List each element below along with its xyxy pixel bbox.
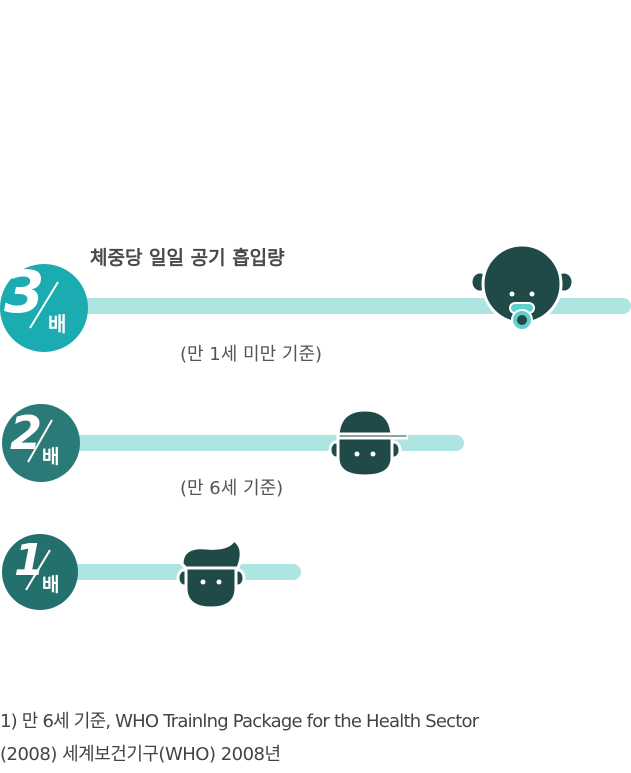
bar-3x bbox=[40, 298, 631, 314]
badge-1x: 1 배 bbox=[2, 534, 78, 610]
footnote-line-1: 1) 만 6세 기준, WHO Trainlng Package for the… bbox=[0, 711, 479, 732]
note-2x: (만 6세 기준) bbox=[180, 478, 284, 499]
slash-icon bbox=[25, 549, 51, 591]
badge-3x-unit: 배 bbox=[48, 312, 67, 336]
slash-icon bbox=[27, 419, 53, 463]
note-3x: (만 1세 미만 기준) bbox=[180, 344, 323, 365]
bar-1x bbox=[40, 564, 301, 580]
slash-icon bbox=[29, 281, 59, 329]
badge-2x: 2 배 bbox=[2, 404, 80, 482]
infant-face-icon bbox=[470, 244, 575, 331]
child-cap-face-icon bbox=[328, 408, 408, 476]
adult-face-icon bbox=[176, 538, 246, 610]
badge-3x: 3 배 bbox=[0, 258, 88, 352]
badge-1x-number: 1 bbox=[14, 535, 45, 586]
badge-2x-unit: 배 bbox=[42, 446, 60, 468]
badge-3x-number: 3 bbox=[4, 258, 45, 326]
badge-2x-number: 2 bbox=[10, 406, 43, 460]
chart-heading: 체중당 일일 공기 흡입량 bbox=[90, 247, 285, 269]
footnote-line-2: (2008) 세계보건기구(WHO) 2008년 bbox=[0, 744, 281, 765]
badge-1x-unit: 배 bbox=[42, 574, 60, 596]
